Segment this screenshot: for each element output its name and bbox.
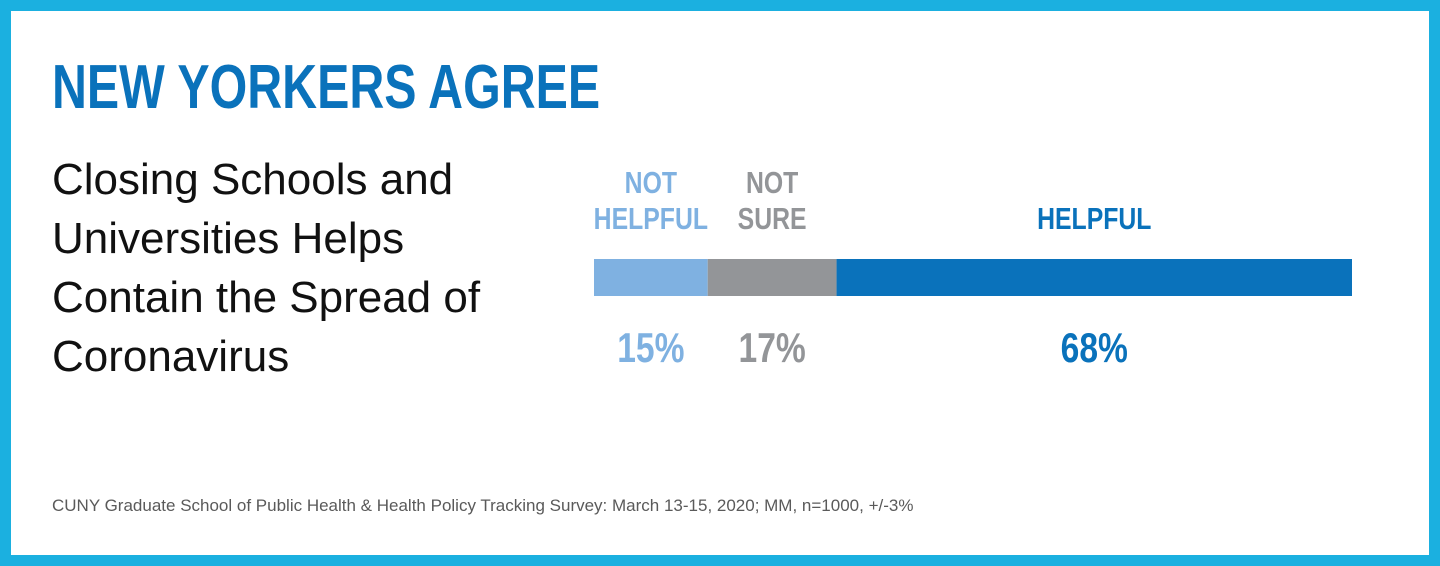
- value-label-helpful: 68%: [1061, 326, 1128, 372]
- headline: NEW YORKERS AGREE: [52, 53, 601, 122]
- category-label-not-helpful: NOT HELPFUL: [594, 165, 708, 235]
- subtitle: Closing Schools and Universities Helps C…: [52, 155, 481, 381]
- value-label-not-sure: 17%: [739, 326, 806, 372]
- bar-segment-helpful: [836, 259, 1352, 296]
- bar-segment-not-helpful: [594, 259, 708, 296]
- source-note: CUNY Graduate School of Public Health & …: [52, 496, 914, 515]
- category-label-not-sure: NOT SURE: [738, 165, 807, 235]
- category-label-helpful: HELPFUL: [1037, 201, 1151, 235]
- value-label-not-helpful: 15%: [617, 326, 684, 372]
- bar-segment-not-sure: [707, 259, 837, 296]
